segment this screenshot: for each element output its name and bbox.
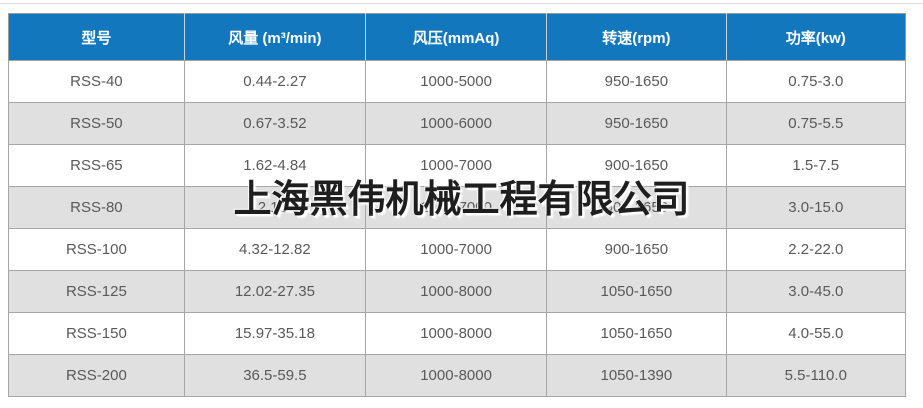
cell-power: 0.75-3.0 — [725, 60, 907, 103]
cell-airflow: 12.02-27.35 — [183, 270, 366, 313]
table-row: RSS-50 0.67-3.52 1000-6000 950-1650 0.75… — [8, 102, 907, 145]
table-row: RSS-40 0.44-2.27 1000-5000 950-1650 0.75… — [8, 60, 907, 103]
cell-model: RSS-150 — [8, 312, 185, 355]
cell-pressure: 1000-8000 — [364, 270, 548, 313]
cell-power: 4.0-55.0 — [725, 312, 907, 355]
table-row: RSS-200 36.5-59.5 1000-8000 1050-1390 5.… — [8, 354, 907, 397]
cell-speed: 900-1650 — [546, 186, 727, 229]
cell-airflow: 0.67-3.52 — [183, 102, 366, 145]
spec-table: 型号 风量 (m³/min) 风压(mmAq) 转速(rpm) 功率(kw) R… — [8, 13, 907, 397]
cell-power: 5.5-110.0 — [725, 354, 907, 397]
cell-airflow: 0.44-2.27 — [183, 60, 366, 103]
header-cell-pressure: 风压(mmAq) — [364, 13, 547, 61]
cell-power: 3.0-45.0 — [725, 270, 907, 313]
cell-model: RSS-65 — [8, 144, 185, 187]
cell-model: RSS-125 — [8, 270, 185, 313]
cell-speed: 900-1650 — [546, 228, 727, 271]
cell-power: 3.0-15.0 — [725, 186, 907, 229]
cell-pressure: 1000-8000 — [364, 312, 548, 355]
cell-power: 1.5-7.5 — [725, 144, 907, 187]
cell-airflow: 15.97-35.18 — [183, 312, 366, 355]
cell-model: RSS-100 — [8, 228, 185, 271]
cell-pressure: 1000-6000 — [364, 102, 548, 145]
cell-speed: 900-1650 — [546, 144, 727, 187]
table-row: RSS-125 12.02-27.35 1000-8000 1050-1650 … — [8, 270, 907, 313]
cell-pressure: 1000-7000 — [364, 144, 548, 187]
top-divider — [0, 3, 923, 4]
cell-airflow: 2.15- — [183, 186, 366, 229]
header-cell-power: 功率(kw) — [725, 13, 906, 61]
cell-model: RSS-200 — [8, 354, 185, 397]
spec-table-container: 型号 风量 (m³/min) 风压(mmAq) 转速(rpm) 功率(kw) R… — [8, 13, 907, 397]
cell-speed: 1050-1650 — [546, 270, 727, 313]
cell-speed: 950-1650 — [546, 102, 727, 145]
cell-power: 0.75-5.5 — [725, 102, 907, 145]
cell-speed: 1050-1390 — [546, 354, 727, 397]
cell-model: RSS-80 — [8, 186, 185, 229]
cell-airflow: 4.32-12.82 — [183, 228, 366, 271]
cell-pressure: 1000-5000 — [364, 60, 548, 103]
cell-pressure: 1000-7000 — [364, 186, 548, 229]
cell-speed: 1050-1650 — [546, 312, 727, 355]
table-row: RSS-150 15.97-35.18 1000-8000 1050-1650 … — [8, 312, 907, 355]
cell-pressure: 1000-8000 — [364, 354, 548, 397]
header-cell-model: 型号 — [8, 13, 185, 61]
table-row: RSS-80 2.15- 1000-7000 900-1650 3.0-15.0 — [8, 186, 907, 229]
cell-airflow: 36.5-59.5 — [183, 354, 366, 397]
header-row: 型号 风量 (m³/min) 风压(mmAq) 转速(rpm) 功率(kw) — [8, 13, 906, 61]
header-cell-speed: 转速(rpm) — [546, 13, 727, 61]
cell-airflow: 1.62-4.84 — [183, 144, 366, 187]
cell-power: 2.2-22.0 — [725, 228, 907, 271]
cell-model: RSS-40 — [8, 60, 185, 103]
header-cell-airflow: 风量 (m³/min) — [183, 13, 366, 61]
table-row: RSS-65 1.62-4.84 1000-7000 900-1650 1.5-… — [8, 144, 907, 187]
cell-pressure: 1000-7000 — [364, 228, 548, 271]
cell-speed: 950-1650 — [546, 60, 727, 103]
cell-model: RSS-50 — [8, 102, 185, 145]
table-row: RSS-100 4.32-12.82 1000-7000 900-1650 2.… — [8, 228, 907, 271]
